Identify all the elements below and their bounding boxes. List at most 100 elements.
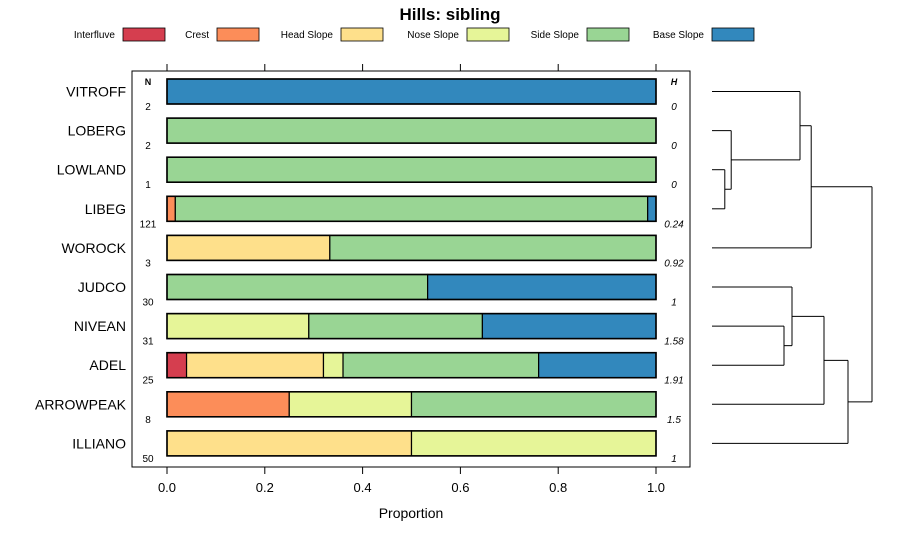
- bar-row: ARROWPEAK 8 1.5: [35, 390, 681, 426]
- bar-segment-base-slope: [538, 352, 657, 379]
- x-tick-label: 0.2: [256, 480, 274, 495]
- bar-outline: [166, 390, 657, 418]
- bar-segment-side-slope: [308, 313, 484, 340]
- h-value: 1: [671, 454, 677, 465]
- bar-segment-crest: [166, 391, 290, 418]
- legend-label-nose-slope: Nose Slope: [407, 30, 459, 41]
- row-label: ILLIANO: [72, 435, 126, 451]
- bar-segment-side-slope: [166, 273, 429, 301]
- row-label: LOBERG: [68, 123, 126, 139]
- n-value: 121: [140, 219, 157, 230]
- bar-row: VITROFF 2 0: [66, 78, 677, 113]
- bar-segment-base-slope: [166, 78, 657, 105]
- n-value: 25: [142, 376, 154, 387]
- bar-segment-head-slope: [166, 234, 331, 261]
- legend-label-interfluve: Interfluve: [74, 30, 116, 41]
- bar-row: LIBEG 121 0.24: [85, 195, 684, 230]
- top-axis-ticks: [166, 64, 657, 71]
- bar-outline: [166, 351, 657, 379]
- bar-segment-head-slope: [166, 430, 413, 457]
- bar-row: WOROCK 3 0.92: [61, 234, 684, 269]
- bar-segment-side-slope: [174, 195, 649, 222]
- bar-outline: [166, 78, 657, 105]
- bar-segment-base-slope: [481, 313, 657, 340]
- row-label: LOWLAND: [57, 162, 126, 178]
- x-tick-label: 0.6: [451, 480, 469, 495]
- n-value: 30: [142, 298, 154, 309]
- chart-title: Hills: sibling: [399, 5, 500, 24]
- row-label: LIBEG: [85, 201, 126, 217]
- bar-segment-crest: [166, 195, 176, 222]
- legend-label-head-slope: Head Slope: [281, 30, 334, 41]
- bar-outline: [166, 117, 657, 144]
- n-value: 31: [142, 337, 154, 348]
- h-value: 1.91: [664, 376, 683, 387]
- bar-segment-side-slope: [410, 391, 657, 418]
- h-value: 0.24: [664, 219, 684, 230]
- x-tick-label: 1.0: [647, 480, 665, 495]
- x-axis: 0.0 0.2 0.4 0.6 0.8 1.0: [158, 467, 665, 495]
- h-value: 0: [671, 180, 677, 191]
- x-tick-label: 0.8: [549, 480, 567, 495]
- bar-row: JUDCO 30 1: [78, 273, 677, 309]
- h-value: 1.58: [664, 337, 684, 348]
- bar-segment-side-slope: [166, 117, 657, 144]
- bar-segment-nose-slope: [410, 430, 657, 457]
- legend-swatch-base-slope: [711, 27, 755, 42]
- bar-outline: [166, 273, 657, 301]
- bar-row: NIVEAN 31 1.58: [74, 312, 684, 348]
- x-axis-title: Proportion: [379, 505, 444, 521]
- h-value: 0.92: [664, 258, 684, 269]
- legend-swatch-nose-slope: [466, 27, 510, 42]
- n-value: 8: [145, 415, 151, 426]
- bar-outline: [166, 156, 657, 183]
- bar-segment-base-slope: [647, 195, 657, 222]
- bar-outline: [166, 195, 657, 223]
- bar-row: LOBERG 2 0: [68, 117, 677, 152]
- bar-segment-base-slope: [427, 273, 657, 301]
- bar-row: LOWLAND 1 0: [57, 156, 677, 191]
- legend-label-crest: Crest: [185, 30, 209, 41]
- bar-outline: [166, 312, 657, 340]
- h-value: 0: [671, 141, 677, 152]
- legend-swatch-head-slope: [340, 27, 384, 42]
- h-value: 0: [671, 102, 677, 113]
- bar-segment-nose-slope: [322, 352, 344, 379]
- bar-segment-interfluve: [166, 352, 188, 379]
- row-label: VITROFF: [66, 84, 126, 100]
- dendrogram: [712, 91, 873, 444]
- bar-segment-nose-slope: [288, 391, 413, 418]
- h-value: 1: [671, 298, 677, 309]
- row-label: NIVEAN: [74, 318, 126, 334]
- n-value: 2: [145, 102, 151, 113]
- legend-swatch-side-slope: [586, 27, 630, 42]
- legend-label-side-slope: Side Slope: [531, 30, 580, 41]
- bar-segment-nose-slope: [166, 313, 310, 340]
- x-tick-label: 0.0: [158, 480, 176, 495]
- bar-row: ILLIANO 50 1: [72, 430, 677, 465]
- bar-outline: [166, 234, 657, 262]
- n-value: 2: [145, 141, 151, 152]
- bar-segment-side-slope: [166, 156, 657, 183]
- n-value: 1: [145, 180, 151, 191]
- legend-swatch-interfluve: [122, 27, 166, 42]
- bar-row: ADEL 25 1.91: [89, 351, 684, 387]
- bar-rows: VITROFF 2 0 LOBERG 2 0 LOWLAND 1 0 LIBEG 121 0.24 WO…: [35, 78, 684, 465]
- row-label: ARROWPEAK: [35, 396, 127, 412]
- bar-segment-head-slope: [185, 352, 325, 379]
- row-label: JUDCO: [78, 279, 126, 295]
- bar-outline: [166, 430, 657, 457]
- n-column-header: N: [145, 77, 152, 87]
- n-value: 50: [142, 454, 154, 465]
- legend-swatch-crest: [216, 27, 260, 42]
- x-tick-label: 0.4: [354, 480, 372, 495]
- h-value: 1.5: [667, 415, 681, 426]
- bar-segment-side-slope: [342, 352, 540, 379]
- legend: Interfluve Crest Head Slope Nose Slope Side …: [74, 27, 755, 42]
- bar-segment-side-slope: [329, 234, 657, 261]
- h-column-header: H: [671, 77, 678, 87]
- row-label: ADEL: [89, 357, 126, 373]
- legend-label-base-slope: Base Slope: [653, 30, 705, 41]
- plot-frame: [131, 70, 691, 468]
